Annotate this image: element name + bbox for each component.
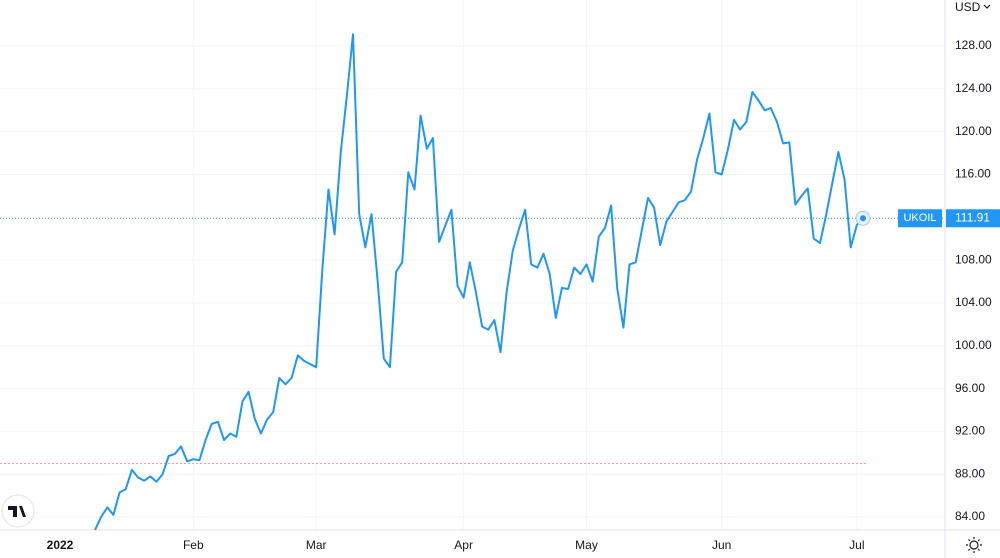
x-tick-label: Jun <box>712 538 731 552</box>
y-tick-label: 92.00 <box>955 424 985 438</box>
x-tick-label: May <box>575 538 598 552</box>
y-tick-label: 84.00 <box>955 509 985 523</box>
tv-logo[interactable] <box>1 494 35 528</box>
x-year-label: 2022 <box>47 538 74 552</box>
x-tick-label: Jul <box>849 538 864 552</box>
currency-caret[interactable] <box>983 4 991 9</box>
y-tick-label: 100.00 <box>955 338 992 352</box>
y-tick-label: 128.00 <box>955 38 992 52</box>
x-tick-label: Apr <box>454 538 473 552</box>
price-label: 111.91 <box>955 210 990 224</box>
currency-label[interactable]: USD <box>955 0 981 14</box>
price-line <box>94 33 864 531</box>
last-price-dot <box>860 215 866 222</box>
settings-icon[interactable] <box>966 537 982 553</box>
y-tick-label: 96.00 <box>955 381 985 395</box>
y-tick-label: 108.00 <box>955 252 992 266</box>
x-tick-label: Feb <box>183 538 204 552</box>
y-tick-label: 120.00 <box>955 124 992 138</box>
series-label-box <box>898 209 942 228</box>
y-tick-label: 116.00 <box>955 167 991 181</box>
y-tick-label: 104.00 <box>955 295 992 309</box>
y-tick-label: 124.00 <box>955 81 992 95</box>
price-label-box <box>946 209 1000 228</box>
x-tick-label: Mar <box>306 538 327 552</box>
y-tick-label: 88.00 <box>955 466 985 480</box>
series-name: UKOIL <box>903 212 936 224</box>
